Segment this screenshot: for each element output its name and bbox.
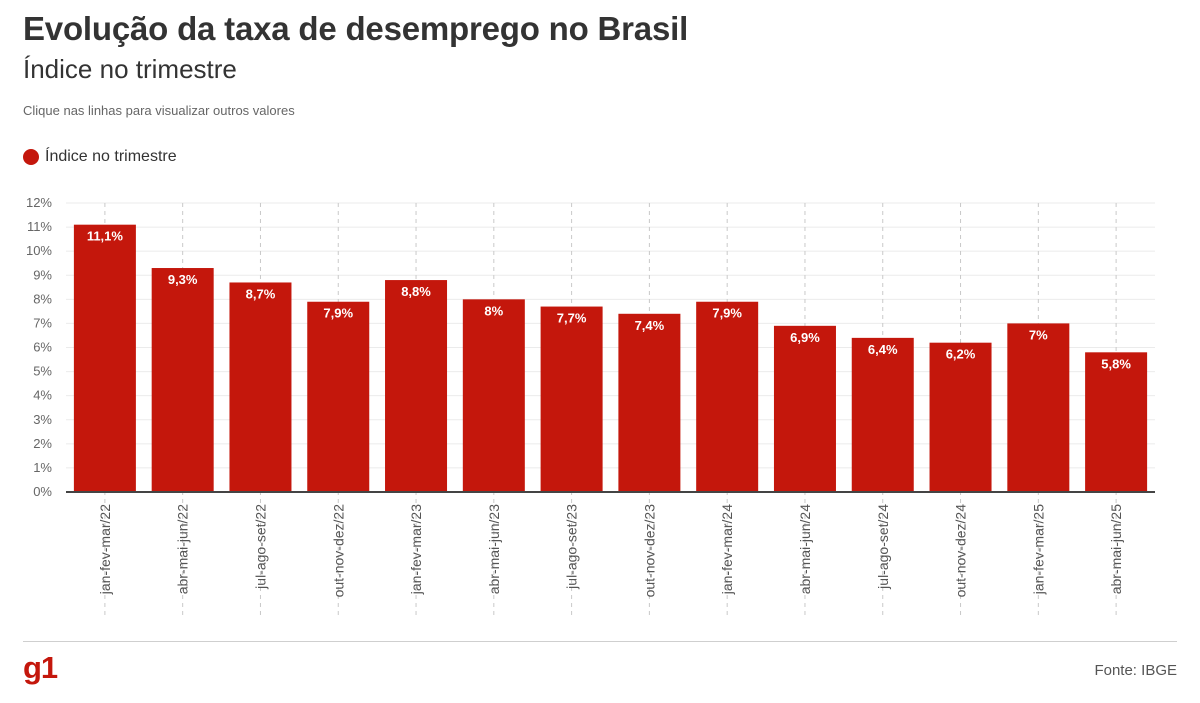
x-tick-label: out-nov-dez/23 xyxy=(641,504,657,598)
x-tick-label: abr-mai-jun/25 xyxy=(1108,504,1124,594)
x-tick-label: abr-mai-jun/24 xyxy=(797,504,813,594)
x-tick-label: jul-ago-set/22 xyxy=(252,504,268,590)
bar[interactable] xyxy=(307,301,370,492)
bar-value-label: 7,7% xyxy=(557,311,587,326)
bar-value-label: 7,9% xyxy=(712,306,742,321)
bar[interactable] xyxy=(773,325,836,492)
bar-value-label: 7,9% xyxy=(323,306,353,321)
x-tick-label: jan-fev-mar/24 xyxy=(719,504,735,595)
y-tick-label: 6% xyxy=(33,340,52,355)
chart-title: Evolução da taxa de desemprego no Brasil xyxy=(23,10,689,47)
bar[interactable] xyxy=(229,282,292,492)
bar-value-label: 8% xyxy=(484,303,503,318)
source-credit: Fonte: IBGE xyxy=(1094,662,1177,679)
bar-value-label: 6,4% xyxy=(868,342,898,357)
bar-chart: 11,1% 9,3% 8,7% 7,9% 8,8% 8% 7,7% 7,4% 7,9% 6,9% 6… xyxy=(26,195,1155,615)
y-tick-label: 3% xyxy=(33,412,52,427)
bar-value-label: 7% xyxy=(1029,327,1048,342)
chart-subtitle: Índice no trimestre xyxy=(23,54,237,84)
legend-label: Índice no trimestre xyxy=(45,148,177,165)
bar-value-label: 8,8% xyxy=(401,284,431,299)
bar-value-label: 7,4% xyxy=(635,318,665,333)
bar[interactable] xyxy=(696,301,759,492)
y-tick-label: 0% xyxy=(33,484,52,499)
bar[interactable] xyxy=(385,280,448,492)
x-tick-label: out-nov-dez/24 xyxy=(953,504,969,598)
legend-item[interactable]: Índice no trimestre xyxy=(23,148,177,166)
bars: 11,1% 9,3% 8,7% 7,9% 8,8% 8% 7,7% 7,4% 7,9% 6,9% 6… xyxy=(73,224,1148,493)
bar[interactable] xyxy=(73,224,136,493)
legend-swatch-icon xyxy=(23,149,39,165)
x-tick-label: jul-ago-set/24 xyxy=(875,504,891,590)
bar[interactable] xyxy=(1007,323,1070,492)
interaction-hint: Clique nas linhas para visualizar outros… xyxy=(23,103,295,118)
bar[interactable] xyxy=(151,268,214,492)
bar[interactable] xyxy=(540,306,603,492)
y-tick-label: 12% xyxy=(26,195,52,210)
bar[interactable] xyxy=(929,342,992,492)
axes: 0% 1% 2% 3% 4% 5% 6% 7% 8% 9% 10% 11% 12% jan-fev-mar… xyxy=(26,195,1155,597)
bar-value-label: 6,9% xyxy=(790,330,820,345)
y-tick-label: 11% xyxy=(27,219,52,234)
x-tick-label: jan-fev-mar/23 xyxy=(408,504,424,595)
footer-divider xyxy=(23,641,1177,642)
bar-value-label: 11,1% xyxy=(87,229,124,244)
bar-value-label: 9,3% xyxy=(168,272,198,287)
x-tick-label: out-nov-dez/22 xyxy=(330,504,346,598)
y-tick-label: 5% xyxy=(33,364,52,379)
x-tick-label: jan-fev-mar/25 xyxy=(1030,504,1046,595)
x-tick-label: jan-fev-mar/22 xyxy=(97,504,113,595)
bar-value-label: 6,2% xyxy=(946,347,976,362)
bar[interactable] xyxy=(618,313,681,492)
y-tick-label: 9% xyxy=(33,267,52,282)
grid-lines xyxy=(66,202,1155,615)
y-tick-label: 1% xyxy=(33,460,52,475)
bar[interactable] xyxy=(462,299,525,492)
g1-logo: g1 xyxy=(23,650,58,685)
bar[interactable] xyxy=(851,337,914,492)
y-tick-label: 7% xyxy=(33,315,52,330)
y-tick-label: 2% xyxy=(33,436,52,451)
y-tick-label: 4% xyxy=(33,388,52,403)
y-tick-label: 8% xyxy=(33,291,52,306)
x-tick-label: jul-ago-set/23 xyxy=(564,504,580,590)
bar-value-label: 8,7% xyxy=(246,286,276,301)
x-tick-label: abr-mai-jun/22 xyxy=(175,504,191,594)
x-tick-label: abr-mai-jun/23 xyxy=(486,504,502,594)
bar-value-label: 5,8% xyxy=(1101,356,1131,371)
y-tick-label: 10% xyxy=(26,243,52,258)
bar[interactable] xyxy=(1085,352,1148,492)
